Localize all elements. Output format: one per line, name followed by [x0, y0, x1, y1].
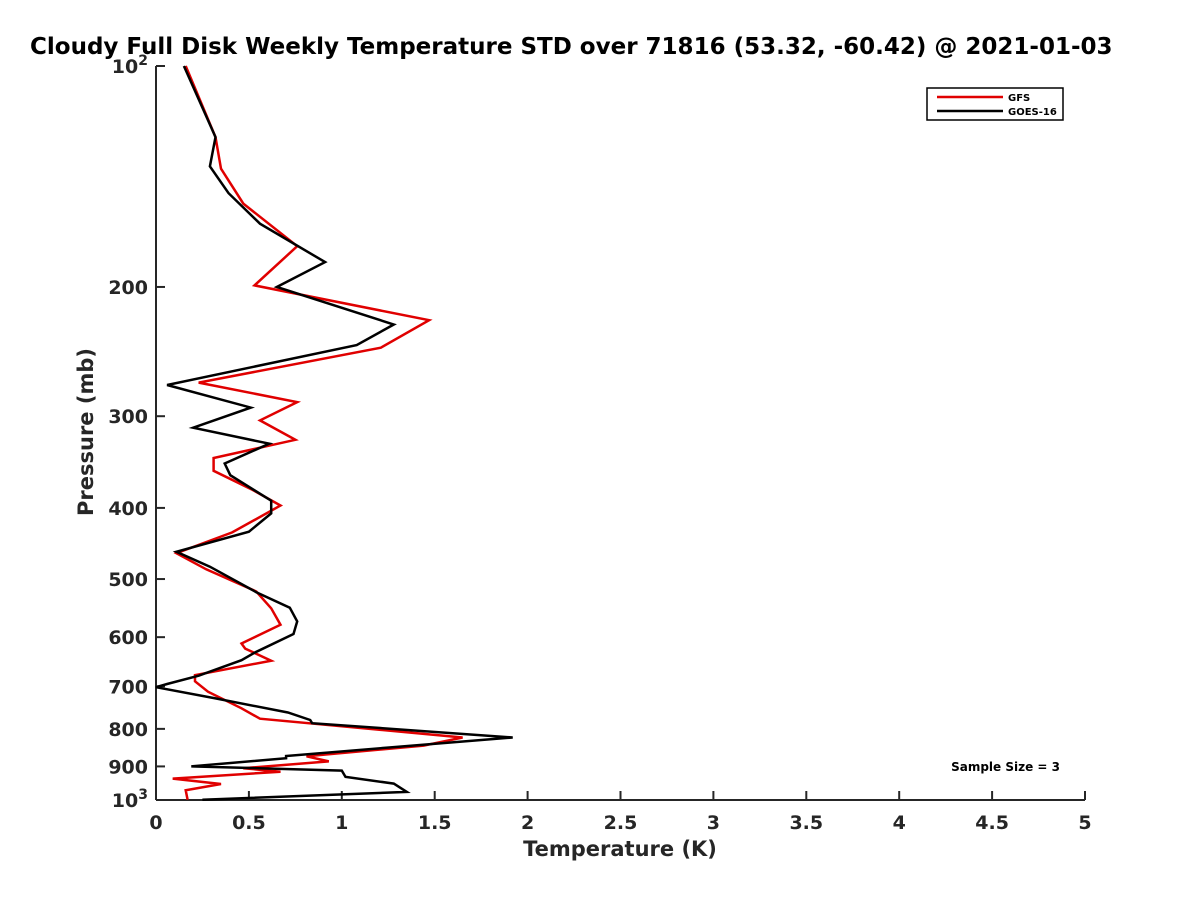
x-tick-label: 0 [149, 812, 162, 834]
legend: GFS GOES-16 [926, 87, 1064, 121]
x-tick-label: 2.5 [604, 812, 638, 834]
y-tick-label: 200 [108, 277, 148, 299]
series-lines [155, 65, 513, 801]
chart-title: Cloudy Full Disk Weekly Temperature STD … [30, 34, 1113, 60]
x-tick-label: 2 [521, 812, 534, 834]
legend-label: GOES-16 [1008, 107, 1057, 118]
x-tick-label: 1 [335, 812, 348, 834]
x-tick-label: 4.5 [975, 812, 1009, 834]
x-tick-label: 5 [1078, 812, 1091, 834]
series-line-goes-16 [155, 65, 513, 801]
y-axis-label: Pressure (mb) [74, 348, 98, 516]
y-axis-ticks: 102 200 300 400 500 600 700 800 900 103 [108, 53, 165, 812]
x-axis-label: Temperature (K) [523, 837, 717, 861]
x-tick-label: 0.5 [232, 812, 266, 834]
sample-size-annotation: Sample Size = 3 [951, 760, 1060, 774]
y-tick-label: 102 [112, 53, 148, 78]
y-tick-label: 103 [112, 787, 148, 812]
series-line-gfs [172, 65, 463, 800]
x-tick-label: 3.5 [789, 812, 823, 834]
plot-area: 0 0.5 1 1.5 2 2.5 3 3.5 4 4.5 5 102 200 300 400 500 600… [108, 53, 1091, 834]
legend-box [926, 87, 1064, 121]
x-tick-label: 1.5 [418, 812, 452, 834]
legend-label: GFS [1008, 93, 1030, 104]
y-tick-label: 900 [108, 756, 148, 778]
x-tick-label: 4 [893, 812, 906, 834]
y-tick-label: 400 [108, 498, 148, 520]
y-tick-label: 800 [108, 719, 148, 741]
y-tick-label: 500 [108, 569, 148, 591]
y-tick-label: 300 [108, 406, 148, 428]
y-tick-label: 600 [108, 627, 148, 649]
x-axis-ticks: 0 0.5 1 1.5 2 2.5 3 3.5 4 4.5 5 [149, 791, 1092, 834]
legend-entries: GFS GOES-16 [937, 93, 1057, 118]
y-tick-label: 700 [108, 676, 148, 698]
x-tick-label: 3 [707, 812, 720, 834]
